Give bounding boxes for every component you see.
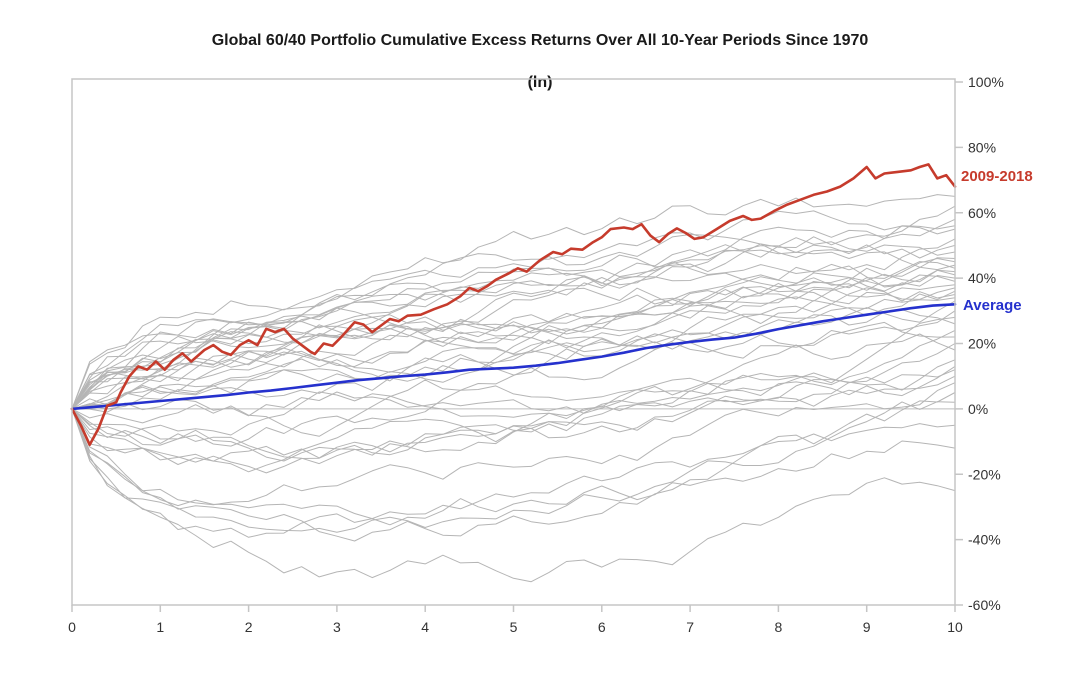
background-period-line [71, 408, 956, 538]
x-axis-tick-label: 2 [245, 619, 253, 635]
background-period-line [71, 300, 956, 410]
x-axis-tick-label: 8 [775, 619, 783, 635]
background-period-line [71, 369, 956, 474]
x-axis-tick-label: 6 [598, 619, 606, 635]
y-axis-tick-label: -20% [968, 466, 1001, 482]
series-label-2009-2018: 2009-2018 [961, 168, 1033, 185]
y-axis-tick-label: 60% [968, 205, 996, 221]
background-period-line [71, 272, 956, 410]
background-period-line [71, 205, 956, 410]
series-line-2009-2018 [70, 163, 957, 447]
y-axis-tick-label: 20% [968, 336, 996, 352]
background-period-line [71, 329, 956, 465]
x-axis-tick-label: 0 [68, 619, 76, 635]
background-period-line [71, 238, 956, 410]
background-period-line [71, 365, 956, 447]
background-period-line [71, 333, 956, 417]
background-period-line [71, 282, 956, 410]
chart-title-line1: Global 60/40 Portfolio Cumulative Excess… [211, 32, 869, 49]
x-axis-tick-label: 4 [421, 619, 429, 635]
background-period-line [71, 316, 956, 437]
chart-title: Global 60/40 Portfolio Cumulative Excess… [40, 30, 1040, 93]
background-period-line [71, 210, 956, 410]
background-period-line [71, 297, 956, 410]
x-axis-tick-label: 1 [156, 619, 164, 635]
background-period-line [71, 244, 956, 410]
y-axis-tick-label: -60% [968, 597, 1001, 613]
series-line-average [70, 303, 957, 411]
background-period-line [71, 408, 956, 542]
y-axis-tick-label: 0% [968, 401, 988, 417]
background-period-line [71, 401, 956, 533]
y-axis-tick-label: -40% [968, 532, 1001, 548]
background-period-line [71, 392, 956, 520]
x-axis-tick-label: 5 [510, 619, 518, 635]
x-axis-tick-label: 10 [947, 619, 963, 635]
y-axis-tick-label: 100% [968, 74, 1004, 90]
background-period-line [71, 290, 956, 410]
background-period-line [71, 284, 956, 410]
background-period-line [71, 321, 956, 437]
background-period-line [71, 408, 956, 583]
background-period-line [71, 309, 956, 410]
background-period-line [71, 375, 956, 473]
background-period-line [71, 269, 956, 410]
background-period-line [71, 343, 956, 462]
background-period-line [71, 272, 956, 410]
background-period-line [71, 261, 956, 410]
background-period-line [71, 237, 956, 410]
series-label-average: Average [963, 297, 1022, 314]
y-axis-tick-label: 40% [968, 270, 996, 286]
x-axis-tick-label: 3 [333, 619, 341, 635]
x-axis-tick-label: 9 [863, 619, 871, 635]
background-period-line [71, 287, 956, 410]
y-axis-tick-label: 80% [968, 139, 996, 155]
x-axis-tick-label: 7 [686, 619, 694, 635]
